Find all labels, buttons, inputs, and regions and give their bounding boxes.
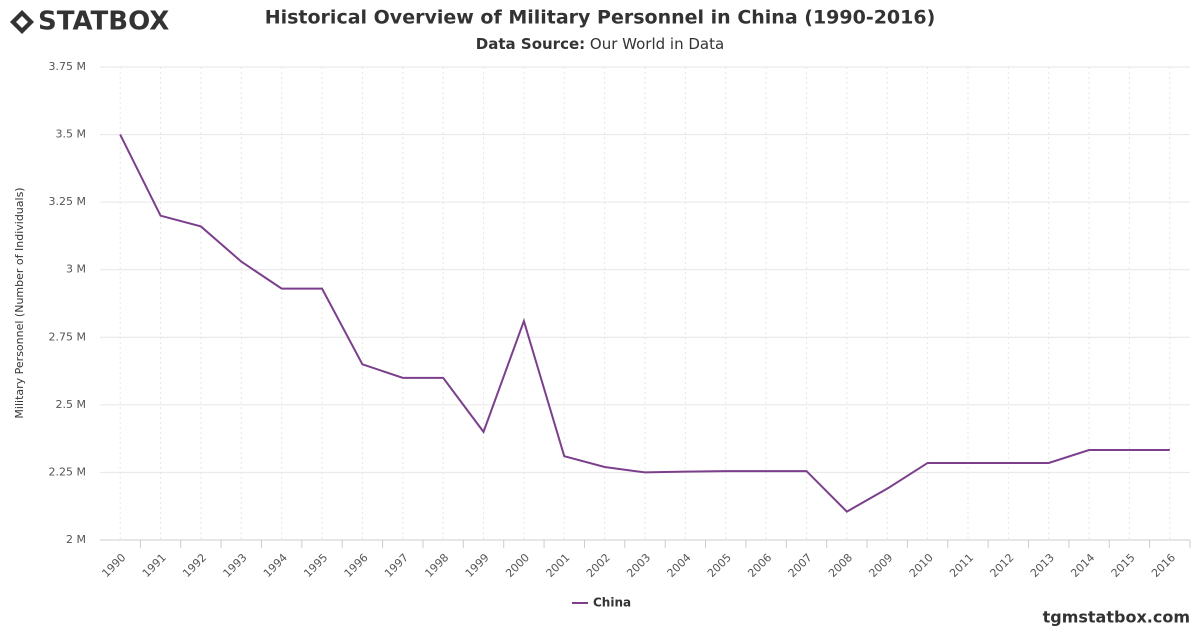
x-tick-label: 2015 [1109, 551, 1138, 580]
x-tick-label: 2001 [544, 551, 573, 580]
series-line [119, 134, 1170, 513]
y-tick-label: 3.75 M [49, 60, 86, 73]
subtitle-text: Our World in Data [590, 35, 724, 53]
x-tick-label: 2004 [665, 551, 694, 580]
x-tick-label: 1998 [422, 551, 451, 580]
x-tick-label: 2016 [1149, 551, 1178, 580]
chart-title: Historical Overview of Military Personne… [265, 7, 936, 29]
subtitle-label: Data Source: [476, 35, 585, 53]
logo-icon-inner [16, 16, 28, 28]
x-tick-label: 1999 [463, 551, 492, 580]
x-tick-label: 2000 [503, 551, 532, 580]
x-tick-label: 1990 [99, 551, 128, 580]
x-tick-label: 2013 [1028, 551, 1057, 580]
x-tick-label: 2007 [786, 551, 815, 580]
y-tick-label: 2.5 M [56, 398, 86, 411]
x-tick-label: 2012 [988, 551, 1017, 580]
x-tick-label: 2014 [1068, 551, 1097, 580]
x-tick-label: 1994 [261, 551, 290, 580]
y-tick-label: 2.75 M [49, 330, 86, 343]
y-tick-label: 3.25 M [49, 195, 86, 208]
y-tick-label: 2 M [66, 533, 86, 546]
x-tick-label: 1992 [180, 551, 209, 580]
y-tick-label: 3.5 M [56, 128, 86, 141]
x-tick-label: 1991 [140, 551, 169, 580]
x-tick-label: 2010 [907, 551, 936, 580]
x-tick-label: 1996 [342, 551, 371, 580]
footer: tgmstatbox.com [1043, 608, 1190, 627]
y-axis-title: Military Personnel (Number of Individual… [13, 187, 26, 418]
x-tick-label: 2008 [826, 551, 855, 580]
legend-label: China [593, 596, 631, 610]
x-tick-label: 2002 [584, 551, 613, 580]
x-tick-label: 2005 [705, 551, 734, 580]
logo: STATBOX [10, 7, 169, 37]
y-tick-label: 2.25 M [49, 465, 86, 478]
x-tick-label: 2006 [745, 551, 774, 580]
x-tick-label: 1997 [382, 551, 411, 580]
x-tick-label: 2009 [866, 551, 895, 580]
logo-text: STATBOX [38, 7, 169, 37]
x-tick-label: 1995 [301, 551, 330, 580]
x-tick-label: 2011 [947, 551, 976, 580]
y-tick-label: 3 M [66, 263, 86, 276]
x-tick-label: 2003 [624, 551, 653, 580]
x-tick-label: 1993 [221, 551, 250, 580]
legend: China [572, 596, 631, 610]
chart-subtitle: Data Source: Our World in Data [476, 35, 724, 53]
